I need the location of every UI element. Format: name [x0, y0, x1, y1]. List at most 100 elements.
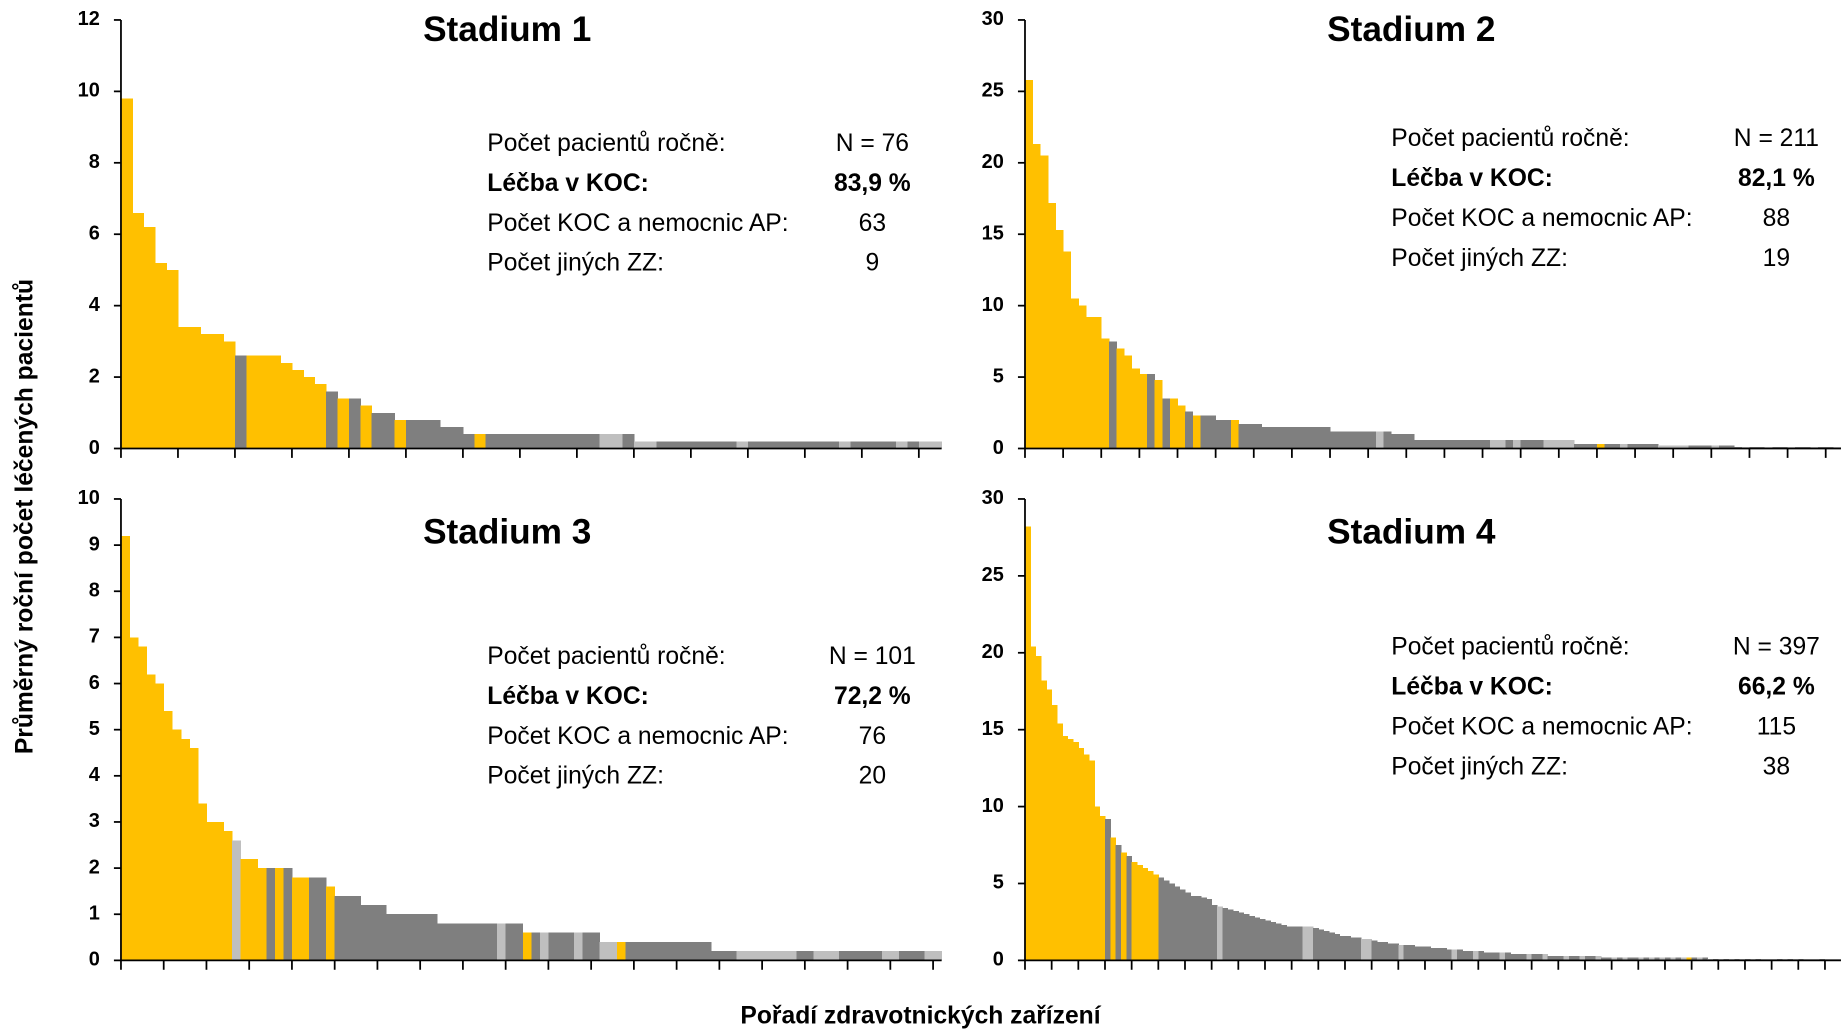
bar [1371, 940, 1378, 961]
bar [403, 914, 413, 961]
annotation-label: Počet jiných ZZ: [1391, 753, 1568, 780]
bar [1574, 444, 1583, 449]
bar [1115, 845, 1122, 961]
bar [337, 398, 350, 449]
bar [1318, 929, 1325, 961]
bar [930, 441, 943, 449]
bar [1110, 837, 1117, 961]
bar [451, 427, 464, 449]
bar [1462, 951, 1469, 961]
annotation-label: Počet pacientů ročně: [487, 130, 725, 157]
bar [1124, 355, 1133, 449]
bar [1120, 852, 1127, 961]
bar [1270, 921, 1277, 961]
bar [762, 951, 772, 961]
bar [1072, 741, 1079, 961]
bar [693, 941, 703, 961]
bar [1083, 754, 1090, 961]
bar [1246, 424, 1255, 449]
bar [679, 441, 692, 449]
bar [1291, 427, 1300, 449]
bar [1391, 434, 1400, 449]
bar [1040, 680, 1047, 961]
bar [599, 941, 609, 961]
bar [548, 932, 558, 961]
bar [180, 738, 190, 961]
bar [1452, 439, 1461, 449]
bar [1345, 431, 1354, 449]
annotation-value: N = 101 [829, 643, 916, 670]
bar [890, 951, 900, 961]
bar [249, 858, 259, 961]
bar [1472, 951, 1479, 961]
bar [542, 434, 555, 449]
bar [317, 877, 327, 961]
bar [1238, 424, 1247, 449]
bar [539, 932, 549, 961]
bar [1627, 957, 1634, 961]
bar [1467, 439, 1476, 449]
bar [377, 905, 387, 961]
bar [1619, 444, 1628, 449]
bar [1116, 348, 1125, 449]
y-tick-label: 4 [89, 764, 100, 786]
bar [437, 923, 447, 961]
bar [1328, 932, 1335, 961]
bar [1510, 954, 1517, 961]
bar [1322, 427, 1331, 449]
bar [471, 923, 481, 961]
bar [497, 434, 509, 449]
annotation-value: N = 397 [1733, 634, 1820, 661]
bar [1711, 445, 1720, 449]
annotation-label: Počet jiných ZZ: [1391, 245, 1568, 272]
bar [138, 646, 148, 961]
bar [1440, 948, 1447, 961]
y-tick-label: 25 [982, 80, 1004, 102]
bar [821, 951, 831, 961]
bar [1702, 957, 1709, 961]
bar [1558, 439, 1567, 449]
bar [531, 434, 544, 449]
bar [166, 269, 179, 449]
bar [1195, 895, 1202, 961]
chart-title: Stadium 4 [1327, 512, 1496, 551]
bar [1055, 229, 1064, 449]
bar [915, 951, 926, 961]
bar [1323, 931, 1330, 961]
bar [645, 441, 658, 449]
bar [1638, 957, 1645, 961]
bar [1606, 957, 1613, 961]
bar [1429, 439, 1438, 449]
bar [1216, 906, 1223, 961]
bar [497, 923, 507, 961]
bar [1200, 415, 1209, 449]
bar [1284, 427, 1293, 449]
bar [1302, 926, 1309, 961]
bar [1261, 427, 1270, 449]
bar [1253, 424, 1262, 449]
bar [360, 905, 370, 961]
annotation-value: N = 211 [1734, 125, 1819, 152]
bar [753, 951, 763, 961]
bar [907, 441, 920, 449]
bar [1206, 898, 1213, 961]
bar [246, 355, 259, 449]
annotation-value: 19 [1763, 245, 1790, 272]
bar [1547, 955, 1554, 961]
bar [856, 951, 866, 961]
bar [1611, 957, 1618, 961]
bar [1688, 445, 1697, 449]
bar [1094, 806, 1101, 961]
bar [360, 405, 373, 449]
bar [1664, 957, 1671, 961]
bar [1413, 439, 1423, 449]
bar [1403, 945, 1410, 961]
bar [1147, 374, 1156, 449]
bar [1291, 926, 1298, 961]
y-tick-label: 0 [89, 437, 100, 459]
bar [611, 434, 623, 449]
y-tick-label: 25 [982, 564, 1004, 586]
bar [1665, 445, 1674, 449]
bar [1264, 920, 1271, 961]
bar [485, 434, 498, 449]
